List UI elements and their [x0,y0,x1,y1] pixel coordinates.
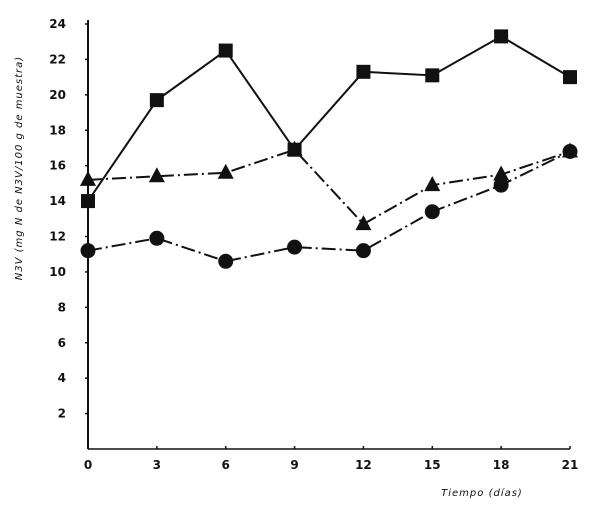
y-tick-label: 8 [58,300,66,314]
square-marker-icon [356,64,371,79]
square-marker-icon [218,43,233,58]
x-axis-title: Tiempo (días) [441,487,523,499]
y-tick-label: 20 [49,88,66,102]
y-tick-label: 22 [49,52,66,66]
x-tick-label: 12 [355,458,372,472]
triangle-marker-icon [148,167,165,183]
square-marker-icon [81,194,95,209]
square-marker-icon [494,29,509,44]
x-tick-label: 3 [153,458,161,472]
triangle-marker-icon [217,163,234,179]
y-axis-title: N3V (mg N de N3V/100 g de muestra) [14,56,25,280]
x-tick-label: 6 [222,458,230,472]
y-tick-label: 16 [49,159,66,173]
circle-marker-icon [80,243,96,259]
y-tick-label: 6 [58,336,66,350]
triangle-marker-icon [424,176,441,192]
triangle-marker-icon [80,170,96,186]
series-line [87,148,571,226]
y-tick-label: 4 [58,371,66,385]
y-tick-label: 10 [49,265,66,279]
circle-marker-icon [218,253,234,269]
series-circle-markers [80,144,578,269]
y-tick-label: 14 [49,194,66,208]
square-marker-icon [425,68,440,83]
y-tick-label: 24 [49,17,66,31]
y-tick-label: 2 [58,407,66,421]
x-tick-label: 9 [290,458,298,472]
circle-marker-icon [355,243,371,259]
y-tick-label: 18 [49,123,66,137]
triangle-marker-icon [355,215,372,231]
x-tick-label: 0 [84,458,92,472]
triangle-marker-icon [493,165,510,181]
x-tick-label: 15 [424,458,441,472]
circle-marker-icon [424,204,440,220]
triangle-marker-icon [286,140,303,156]
series-line [87,150,571,263]
circle-marker-icon [493,177,509,193]
circle-marker-icon [287,239,303,255]
series-group [80,29,578,269]
circle-marker-icon [149,230,165,246]
square-marker-icon [563,70,577,85]
square-marker-icon [149,93,164,108]
circle-marker-icon [562,144,578,159]
series-line [87,35,571,202]
x-tick-label: 18 [493,458,510,472]
y-tick-label: 12 [49,230,66,244]
x-tick-label: 21 [562,458,579,472]
